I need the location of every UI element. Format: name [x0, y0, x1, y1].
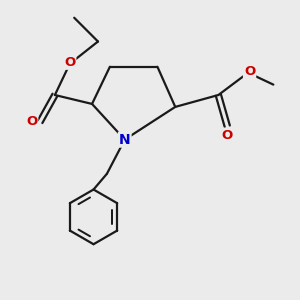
Text: O: O	[64, 56, 75, 69]
Text: N: N	[119, 133, 130, 147]
Text: O: O	[244, 65, 255, 78]
Text: O: O	[222, 129, 233, 142]
Text: O: O	[26, 115, 37, 128]
